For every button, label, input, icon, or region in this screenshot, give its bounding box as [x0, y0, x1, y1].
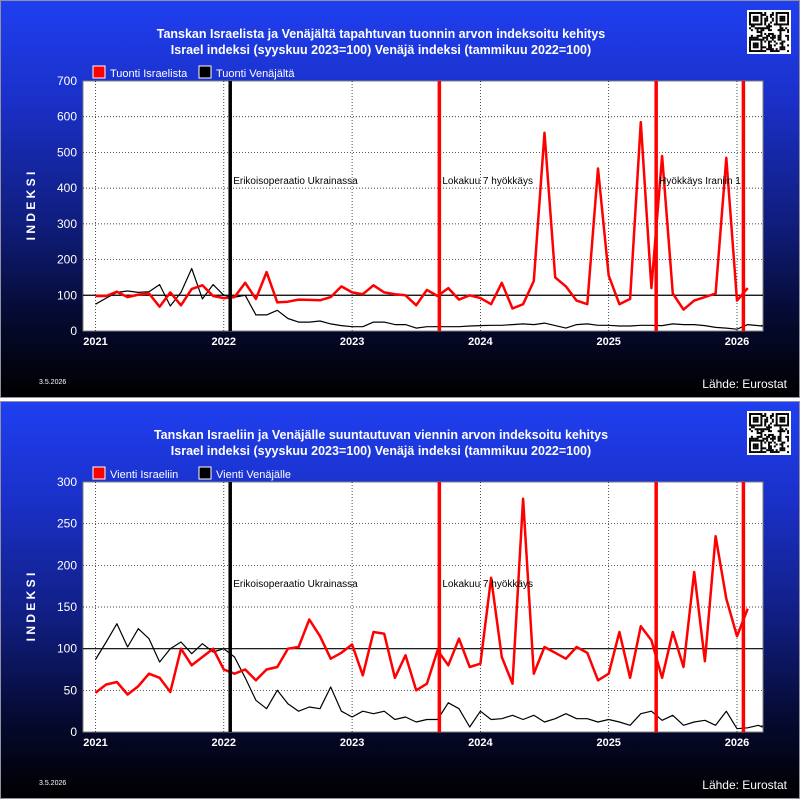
series-line-tuonti-israelista	[95, 120, 749, 311]
import-line-chart: 0 100 200 300 400 500 600 700 2021 2022 2023 2024 20…	[24, 65, 764, 348]
chart-subtitle: Israel indeksi (syyskuu 2023=100) Venäjä…	[170, 444, 592, 458]
y-tick-label: 0	[70, 725, 77, 739]
source-label: Lähde: Eurostat	[702, 377, 787, 391]
legend-swatch	[92, 65, 106, 79]
chart-title: Tanskan Israeliin ja Venäjälle suuntautu…	[153, 428, 609, 442]
y-tick-label: 300	[57, 217, 77, 231]
y-tick-label: 700	[57, 74, 77, 88]
qr-code-icon[interactable]	[747, 411, 791, 455]
chart-subtitle: Israel indeksi (syyskuu 2023=100) Venäjä…	[170, 43, 592, 57]
legend-swatch	[92, 466, 106, 480]
y-tick-label: 100	[57, 288, 77, 302]
legend-label: Tuonti Israelista	[110, 68, 188, 80]
y-tick-label: 50	[64, 683, 78, 697]
x-tick-label: 2021	[83, 336, 107, 348]
y-tick-label: 600	[57, 110, 77, 124]
x-tick-label: 2022	[212, 737, 236, 749]
x-tick-label: 2025	[596, 336, 620, 348]
chart-title: Tanskan Israelista ja Venäjältä tapahtuv…	[156, 27, 606, 41]
legend-swatch	[198, 466, 212, 480]
y-tick-label: 100	[57, 642, 77, 656]
import-chart-panel: Tanskan Israelista ja Venäjältä tapahtuv…	[0, 0, 800, 398]
event-label: Lokakuu 7 hyökkäys	[442, 579, 533, 590]
event-label: Lokakuu 7 hyökkäys	[442, 176, 533, 187]
export-line-chart: 0 50 100 150 200 250 300 2021 2022 2023 2024 2025 20…	[24, 466, 764, 749]
x-tick-label: 2025	[596, 737, 620, 749]
x-tick-label: 2023	[340, 336, 364, 348]
x-tick-label: 2024	[468, 336, 493, 348]
legend-label: Tuonti Venäjältä	[216, 68, 295, 80]
source-label: Lähde: Eurostat	[702, 778, 787, 792]
x-tick-label: 2022	[212, 336, 236, 348]
y-tick-label: 200	[57, 558, 77, 572]
x-tick-label: 2024	[468, 737, 493, 749]
legend-label: Vienti Israeliin	[110, 469, 178, 481]
plot-area	[82, 80, 764, 332]
event-label: Hyökkäys Iraniin 1	[659, 176, 741, 187]
x-tick-label: 2023	[340, 737, 364, 749]
qr-code-icon[interactable]	[747, 10, 791, 54]
x-tick-label: 2026	[725, 336, 749, 348]
y-tick-label: 300	[57, 475, 77, 489]
y-tick-label: 250	[57, 517, 77, 531]
date-label: 3.5.2026	[39, 780, 67, 787]
y-axis-title: I N D E K S I	[24, 172, 38, 241]
y-axis-title: I N D E K S I	[24, 573, 38, 642]
series-line-vienti-israeliin	[94, 497, 749, 696]
event-label: Erikoisoperaatio Ukrainassa	[233, 579, 358, 590]
x-tick-label: 2021	[83, 737, 107, 749]
y-tick-label: 150	[57, 600, 77, 614]
event-label: Erikoisoperaatio Ukrainassa	[233, 176, 358, 187]
series-line-tuonti-venäjältä	[95, 267, 763, 330]
y-tick-label: 0	[70, 324, 77, 338]
y-tick-label: 200	[57, 253, 77, 267]
export-chart-panel: Tanskan Israeliin ja Venäjälle suuntautu…	[0, 401, 800, 799]
x-tick-label: 2026	[725, 737, 749, 749]
date-label: 3.5.2026	[39, 379, 67, 386]
legend-swatch	[198, 65, 212, 79]
y-tick-label: 500	[57, 145, 77, 159]
y-tick-label: 400	[57, 181, 77, 195]
legend-label: Vienti Venäjälle	[216, 469, 291, 481]
